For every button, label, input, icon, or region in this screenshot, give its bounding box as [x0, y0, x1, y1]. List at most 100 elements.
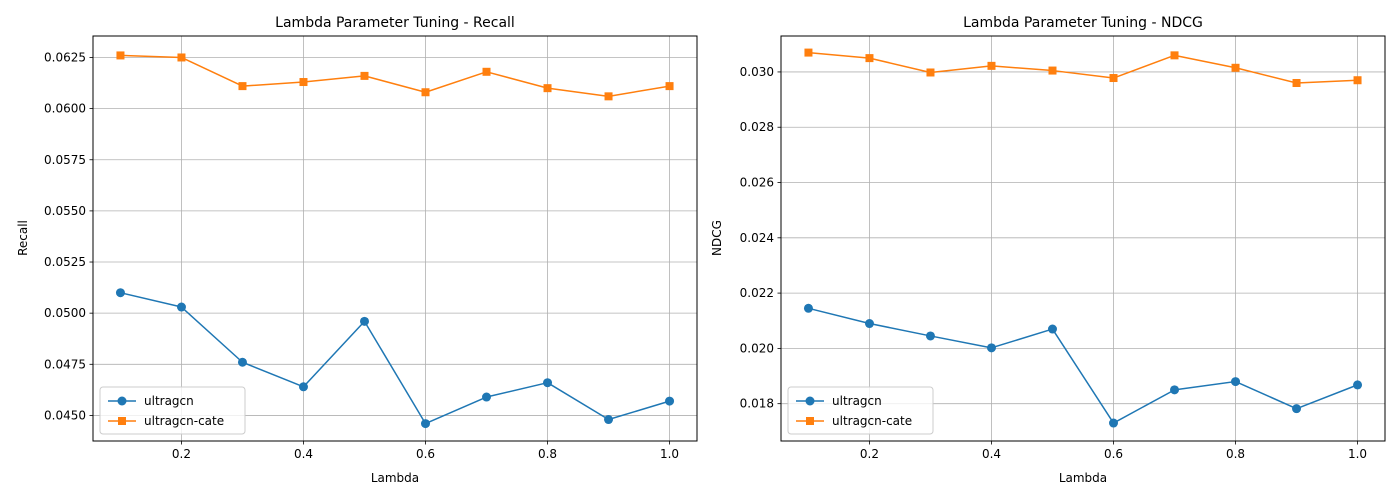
y-tick-label: 0.020 [740, 341, 774, 355]
y-tick-label: 0.018 [740, 397, 774, 411]
x-axis-label: Lambda [371, 471, 419, 485]
legend-entry-ultragcn-cate: ultragcn-cate [796, 414, 912, 428]
data-point-ultragcn [115, 288, 125, 298]
data-point-ultragcn [1231, 377, 1241, 387]
data-point-ultragcn-cate [543, 84, 552, 93]
data-point-ultragcn-cate [1109, 74, 1118, 83]
legend-label-ultragcn-cate: ultragcn-cate [832, 414, 912, 428]
chart-title: Lambda Parameter Tuning - Recall [275, 15, 515, 31]
data-point-ultragcn [1353, 380, 1363, 390]
y-tick-label: 0.0475 [44, 357, 86, 371]
ticks: 0.2 0.4 0.6 0.8 1.0 0.0450 0.0475 0.0500 0.0525 0… [44, 50, 679, 461]
series-line-ultragcn [120, 291, 670, 425]
legend-label-ultragcn-cate: ultragcn-cate [144, 414, 224, 428]
data-point-ultragcn-cate [1353, 76, 1362, 85]
series-line-ultragcn-cate [120, 54, 670, 98]
legend-label-ultragcn: ultragcn [144, 394, 194, 408]
data-point-ultragcn [1170, 385, 1180, 395]
series-layer [803, 48, 1363, 428]
data-point-ultragcn [803, 303, 813, 313]
y-tick-label: 0.0625 [44, 50, 86, 64]
data-point-ultragcn [421, 419, 431, 429]
data-point-ultragcn-cate [360, 71, 369, 80]
data-point-ultragcn-cate [1231, 63, 1240, 72]
y-tick-label: 0.0450 [44, 408, 86, 422]
x-tick-label: 1.0 [1348, 447, 1367, 461]
legend-label-ultragcn: ultragcn [832, 394, 882, 408]
data-point-ultragcn-cate [1048, 66, 1057, 75]
series-line-ultragcn [808, 307, 1358, 424]
ticks: 0.2 0.4 0.6 0.8 1.0 0.018 0.020 0.022 0.024 0.026… [740, 65, 1367, 461]
legend-entry-ultragcn-cate: ultragcn-cate [108, 414, 224, 428]
data-point-ultragcn [1292, 404, 1302, 414]
data-point-ultragcn-cate [1292, 78, 1301, 87]
gridlines [781, 36, 1385, 441]
series-layer [115, 51, 675, 429]
data-point-ultragcn [298, 382, 308, 392]
data-point-ultragcn [237, 357, 247, 367]
x-axis-label: Lambda [1059, 471, 1107, 485]
x-tick-label: 0.8 [538, 447, 557, 461]
y-tick-label: 0.0550 [44, 204, 86, 218]
y-axis-label: Recall [16, 220, 30, 256]
data-point-ultragcn-cate [926, 68, 935, 77]
x-tick-label: 0.8 [1226, 447, 1245, 461]
y-tick-label: 0.0575 [44, 153, 86, 167]
y-tick-label: 0.028 [740, 120, 774, 134]
y-tick-label: 0.0600 [44, 102, 86, 116]
legend-marker-ultragcn [805, 396, 815, 406]
x-tick-label: 1.0 [660, 447, 679, 461]
data-point-ultragcn [986, 343, 996, 353]
data-point-ultragcn [1109, 418, 1119, 428]
legend-box [787, 386, 934, 435]
data-point-ultragcn [864, 319, 874, 329]
data-point-ultragcn-cate [177, 53, 186, 62]
data-point-ultragcn-cate [804, 48, 813, 57]
data-point-ultragcn [482, 392, 492, 402]
data-point-ultragcn [665, 396, 675, 406]
data-point-ultragcn-cate [865, 54, 874, 63]
y-axis-label: NDCG [710, 220, 724, 256]
recall-chart: 0.2 0.4 0.6 0.8 1.0 0.0450 0.0475 0.0500 0.0525 0… [16, 15, 698, 485]
ndcg-chart: 0.2 0.4 0.6 0.8 1.0 0.018 0.020 0.022 0.024 0.026… [710, 15, 1386, 485]
data-point-ultragcn [176, 302, 186, 312]
x-tick-label: 0.6 [416, 447, 435, 461]
x-tick-label: 0.4 [982, 447, 1001, 461]
legend: ultragcn ultragcn-cate [99, 386, 246, 435]
gridlines [93, 36, 697, 441]
legend-entry-ultragcn: ultragcn [108, 394, 194, 408]
data-point-ultragcn-cate [604, 92, 613, 101]
y-tick-label: 0.030 [740, 65, 774, 79]
legend-box [99, 386, 246, 435]
data-point-ultragcn-cate [665, 82, 674, 91]
legend-marker-ultragcn-cate [806, 417, 814, 425]
data-point-ultragcn [604, 415, 614, 425]
data-point-ultragcn-cate [116, 51, 125, 60]
data-point-ultragcn-cate [1170, 51, 1179, 60]
y-tick-label: 0.0525 [44, 255, 86, 269]
y-tick-label: 0.0500 [44, 306, 86, 320]
data-point-ultragcn [543, 378, 553, 388]
y-tick-label: 0.024 [740, 231, 774, 245]
chart-title: Lambda Parameter Tuning - NDCG [963, 15, 1203, 31]
data-point-ultragcn-cate [482, 67, 491, 76]
legend: ultragcn ultragcn-cate [787, 386, 934, 435]
data-point-ultragcn [925, 331, 935, 341]
y-tick-label: 0.026 [740, 176, 774, 190]
plot-area [781, 36, 1385, 441]
x-tick-label: 0.2 [860, 447, 879, 461]
x-tick-label: 0.2 [172, 447, 191, 461]
legend-marker-ultragcn-cate [118, 417, 126, 425]
x-tick-label: 0.4 [294, 447, 313, 461]
series-line-ultragcn-cate [808, 51, 1358, 84]
legend-marker-ultragcn [117, 396, 127, 406]
data-point-ultragcn [359, 316, 369, 326]
data-point-ultragcn [1047, 324, 1057, 334]
y-tick-label: 0.022 [740, 286, 774, 300]
plot-frame [92, 35, 698, 442]
data-point-ultragcn-cate [987, 61, 996, 70]
plot-frame [780, 35, 1386, 442]
data-point-ultragcn-cate [421, 88, 430, 97]
data-point-ultragcn-cate [299, 78, 308, 87]
